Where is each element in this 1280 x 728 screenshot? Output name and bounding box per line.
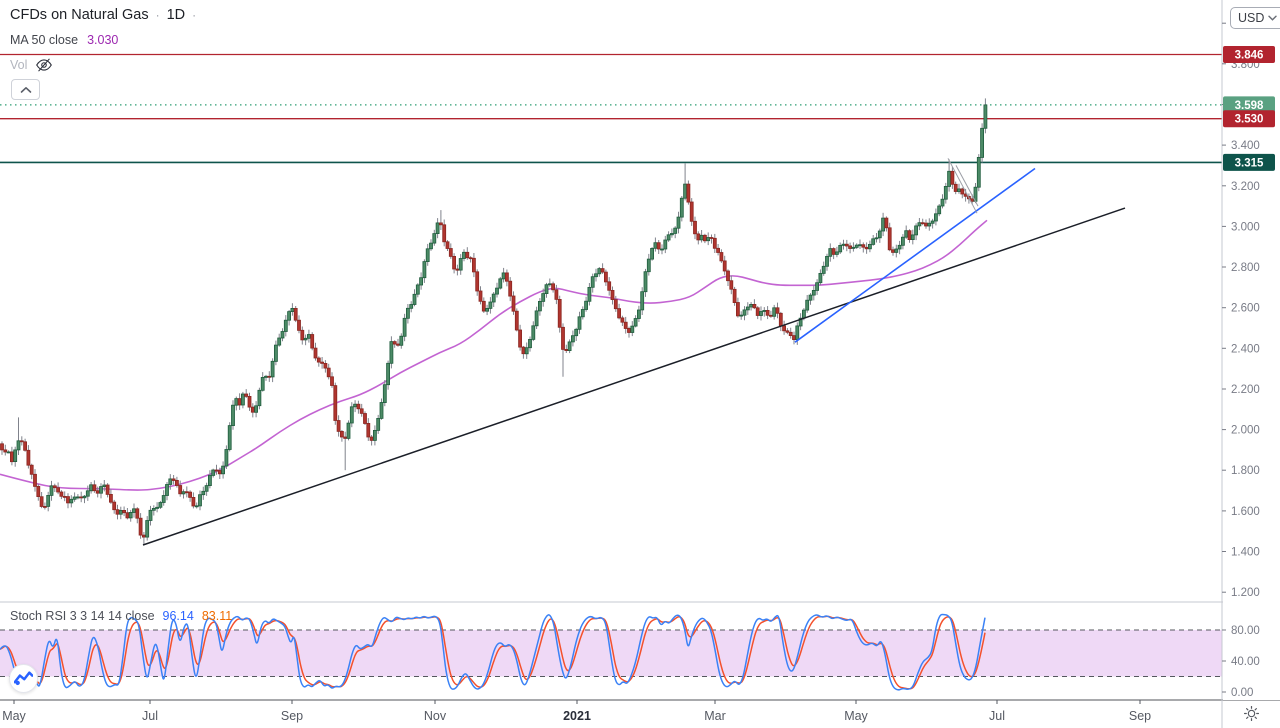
stoch-d-value: 83.11 xyxy=(201,609,233,623)
stoch-tick-label: 40.00 xyxy=(1231,656,1260,668)
interval-label[interactable]: 1D xyxy=(166,7,186,23)
stoch-rsi-legend[interactable]: Stoch RSI 3 3 14 14 close 96.14 83.11 xyxy=(10,609,232,623)
time-axis-label: Nov xyxy=(424,709,447,723)
price-tick-label: 1.600 xyxy=(1231,506,1260,518)
price-tick-label: 1.400 xyxy=(1231,547,1260,559)
time-axis-label: 2021 xyxy=(563,709,591,723)
symbol-title: CFDs on Natural Gas xyxy=(10,7,149,23)
sun-icon xyxy=(1243,705,1259,721)
collapse-legend-button[interactable] xyxy=(11,79,40,100)
price-tick-label: 3.400 xyxy=(1231,140,1260,152)
symbol-legend[interactable]: CFDs on Natural Gas · 1D · xyxy=(10,7,196,23)
time-axis-label: Jul xyxy=(989,709,1005,723)
timezone-settings-icon[interactable] xyxy=(1242,704,1260,722)
legend-more-dot: · xyxy=(192,8,197,22)
pennant-line[interactable] xyxy=(955,165,979,207)
price-tick-label: 2.200 xyxy=(1231,384,1260,396)
time-axis[interactable]: May Jul Sep Nov 2021 Mar May Jul Sep xyxy=(2,700,1151,723)
ma50-line[interactable] xyxy=(0,219,988,491)
eye-off-icon[interactable] xyxy=(35,57,53,73)
svg-text:3.315: 3.315 xyxy=(1235,157,1264,169)
currency-label: USD xyxy=(1238,11,1265,25)
price-tick-label: 3.000 xyxy=(1231,221,1260,233)
pennant-line[interactable] xyxy=(947,158,978,214)
price-level-badge[interactable]: 3.530 xyxy=(1223,110,1275,128)
price-tick-label: 1.200 xyxy=(1231,587,1260,599)
last-price-badge[interactable]: 3.598 xyxy=(1223,96,1275,114)
volume-legend[interactable]: Vol xyxy=(10,57,53,73)
currency-selector-button[interactable]: USD xyxy=(1230,7,1280,29)
mountain-chart-icon xyxy=(14,671,33,686)
price-tick-label: 3.200 xyxy=(1231,181,1260,193)
stoch-k-line xyxy=(0,613,986,691)
chevron-down-icon xyxy=(1268,15,1278,21)
legend-separator-dot: · xyxy=(155,8,160,22)
price-tick-label: 2.000 xyxy=(1231,425,1260,437)
svg-text:3.530: 3.530 xyxy=(1235,114,1264,126)
time-axis-label: Sep xyxy=(1129,709,1151,723)
stoch-k-value: 96.14 xyxy=(162,609,194,623)
price-tick-label: 2.600 xyxy=(1231,303,1260,315)
svg-text:3.598: 3.598 xyxy=(1235,100,1264,112)
volume-label: Vol xyxy=(10,58,28,72)
time-axis-label: May xyxy=(844,709,868,723)
price-level-badge[interactable]: 3.315 xyxy=(1223,153,1275,171)
stoch-rsi-label: Stoch RSI 3 3 14 14 close xyxy=(10,609,155,623)
trendline[interactable] xyxy=(794,167,1036,343)
main-pane[interactable] xyxy=(0,53,1222,546)
time-axis-label: Sep xyxy=(281,709,303,723)
time-axis-label: May xyxy=(2,709,26,723)
ma-value: 3.030 xyxy=(87,33,119,47)
price-tick-label: 2.400 xyxy=(1231,343,1260,355)
time-axis-label: Mar xyxy=(704,709,726,723)
price-tick-label: 2.800 xyxy=(1231,262,1260,274)
trendline[interactable] xyxy=(142,207,1126,546)
ma-label: MA 50 close xyxy=(10,33,79,47)
price-tick-label: 1.800 xyxy=(1231,465,1260,477)
chevron-up-icon xyxy=(20,86,32,94)
stoch-rsi-pane[interactable] xyxy=(0,613,1222,691)
stoch-tick-label: 0.00 xyxy=(1231,687,1253,699)
stoch-tick-label: 80.00 xyxy=(1231,625,1260,637)
svg-text:3.846: 3.846 xyxy=(1235,50,1264,62)
ma-legend[interactable]: MA 50 close 3.030 xyxy=(10,33,118,47)
candlestick-series xyxy=(0,98,988,545)
tradingview-logo[interactable] xyxy=(9,664,38,693)
time-axis-label: Jul xyxy=(142,709,158,723)
price-level-badge[interactable]: 3.846 xyxy=(1223,46,1275,63)
